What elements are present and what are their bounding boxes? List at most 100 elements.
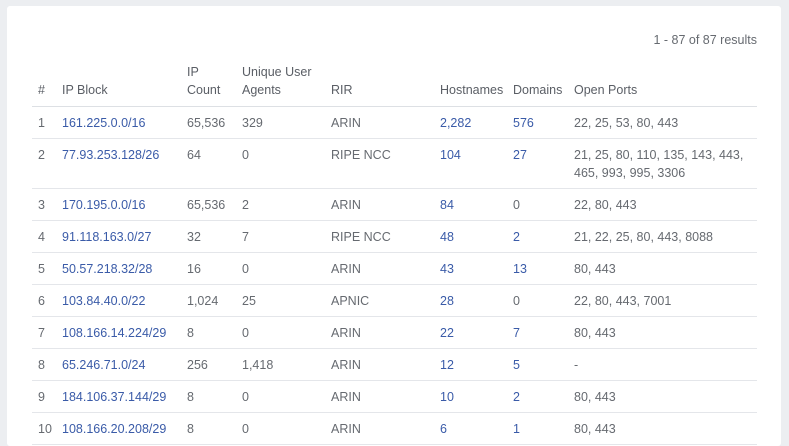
col-header-user-agents-line2: Agents	[242, 83, 281, 97]
table-row: 1 161.225.0.0/16 65,536 329 ARIN 2,282 5…	[32, 106, 757, 139]
ip-count: 65,536	[181, 106, 236, 139]
col-header-open-ports[interactable]: Open Ports	[568, 63, 757, 107]
rir: APNIC	[325, 284, 434, 317]
hostnames-link[interactable]: 2,282	[440, 116, 472, 130]
rir: ARIN	[325, 106, 434, 139]
ip-block-link[interactable]: 161.225.0.0/16	[62, 116, 146, 130]
row-num: 5	[32, 252, 56, 285]
hostnames-link[interactable]: 28	[440, 294, 454, 308]
ip-block-link[interactable]: 184.106.37.144/29	[62, 390, 167, 404]
rir: RIPE NCC	[325, 138, 434, 189]
hostnames-link[interactable]: 48	[440, 230, 454, 244]
ip-count: 8	[181, 316, 236, 349]
rir: ARIN	[325, 348, 434, 381]
open-ports: 22, 80, 443	[568, 188, 757, 221]
open-ports: 22, 80, 443, 7001	[568, 284, 757, 317]
col-header-ip-count-line2: Count	[187, 83, 221, 97]
open-ports: 80, 443	[568, 380, 757, 413]
user-agents-count: 0	[236, 138, 325, 189]
row-num: 4	[32, 220, 56, 253]
open-ports: 21, 22, 25, 80, 443, 8088	[568, 220, 757, 253]
row-num: 6	[32, 284, 56, 317]
table-row: 6 103.84.40.0/22 1,024 25 APNIC 28 0 22,…	[32, 284, 757, 317]
col-header-hostnames[interactable]: Hostnames	[434, 63, 507, 107]
ip-block-link[interactable]: 170.195.0.0/16	[62, 198, 146, 212]
rir: ARIN	[325, 252, 434, 285]
row-num: 8	[32, 348, 56, 381]
table-row: 2 77.93.253.128/26 64 0 RIPE NCC 104 27 …	[32, 138, 757, 189]
table-body: 1 161.225.0.0/16 65,536 329 ARIN 2,282 5…	[32, 106, 757, 445]
col-header-rir[interactable]: RIR	[325, 63, 434, 107]
ip-blocks-table: # IP Block IP Count Unique User Agents RIR…	[32, 63, 757, 445]
rir: ARIN	[325, 188, 434, 221]
open-ports: 21, 25, 80, 110, 135, 143, 443, 465, 993…	[568, 138, 757, 189]
user-agents-count: 7	[236, 220, 325, 253]
row-num: 9	[32, 380, 56, 413]
row-num: 2	[32, 138, 56, 189]
ip-count: 16	[181, 252, 236, 285]
col-header-user-agents-line1: Unique User	[242, 65, 312, 79]
col-header-num: #	[32, 63, 56, 107]
row-num: 7	[32, 316, 56, 349]
ip-block-link[interactable]: 108.166.14.224/29	[62, 326, 167, 340]
ip-count: 1,024	[181, 284, 236, 317]
open-ports: 22, 25, 53, 80, 443	[568, 106, 757, 139]
domains-link[interactable]: 576	[513, 116, 534, 130]
user-agents-count: 1,418	[236, 348, 325, 381]
ip-block-link[interactable]: 108.166.20.208/29	[62, 422, 167, 436]
hostnames-link[interactable]: 6	[440, 422, 447, 436]
ip-block-link[interactable]: 103.84.40.0/22	[62, 294, 146, 308]
user-agents-count: 2	[236, 188, 325, 221]
hostnames-link[interactable]: 22	[440, 326, 454, 340]
domains-count: 0	[507, 284, 568, 317]
table-row: 9 184.106.37.144/29 8 0 ARIN 10 2 80, 44…	[32, 380, 757, 413]
col-header-domains[interactable]: Domains	[507, 63, 568, 107]
table-header-row: # IP Block IP Count Unique User Agents RIR…	[32, 63, 757, 107]
ip-count: 64	[181, 138, 236, 189]
domains-link[interactable]: 13	[513, 262, 527, 276]
table-row: 8 65.246.71.0/24 256 1,418 ARIN 12 5 -	[32, 348, 757, 381]
hostnames-link[interactable]: 104	[440, 148, 461, 162]
ip-count: 32	[181, 220, 236, 253]
user-agents-count: 25	[236, 284, 325, 317]
domains-link[interactable]: 2	[513, 230, 520, 244]
ip-count: 8	[181, 380, 236, 413]
ip-count: 256	[181, 348, 236, 381]
col-header-ip-count[interactable]: IP Count	[181, 63, 236, 107]
hostnames-link[interactable]: 43	[440, 262, 454, 276]
user-agents-count: 0	[236, 316, 325, 349]
user-agents-count: 0	[236, 380, 325, 413]
ip-block-link[interactable]: 91.118.163.0/27	[62, 230, 152, 244]
domains-link[interactable]: 2	[513, 390, 520, 404]
hostnames-link[interactable]: 84	[440, 198, 454, 212]
col-header-ip-block[interactable]: IP Block	[56, 63, 181, 107]
user-agents-count: 0	[236, 252, 325, 285]
ip-count: 65,536	[181, 188, 236, 221]
open-ports: -	[568, 348, 757, 381]
rir: ARIN	[325, 380, 434, 413]
domains-link[interactable]: 5	[513, 358, 520, 372]
ip-block-link[interactable]: 50.57.218.32/28	[62, 262, 153, 276]
table-row: 4 91.118.163.0/27 32 7 RIPE NCC 48 2 21,…	[32, 220, 757, 253]
table-row: 7 108.166.14.224/29 8 0 ARIN 22 7 80, 44…	[32, 316, 757, 349]
rir: ARIN	[325, 316, 434, 349]
hostnames-link[interactable]: 12	[440, 358, 454, 372]
ip-block-link[interactable]: 65.246.71.0/24	[62, 358, 146, 372]
ip-block-link[interactable]: 77.93.253.128/26	[62, 148, 160, 162]
table-row: 5 50.57.218.32/28 16 0 ARIN 43 13 80, 44…	[32, 252, 757, 285]
domains-count: 0	[507, 188, 568, 221]
rir: RIPE NCC	[325, 220, 434, 253]
domains-link[interactable]: 1	[513, 422, 520, 436]
hostnames-link[interactable]: 10	[440, 390, 454, 404]
col-header-ip-count-line1: IP	[187, 65, 199, 79]
row-num: 1	[32, 106, 56, 139]
table-row: 3 170.195.0.0/16 65,536 2 ARIN 84 0 22, …	[32, 188, 757, 221]
user-agents-count: 329	[236, 106, 325, 139]
open-ports: 80, 443	[568, 316, 757, 349]
results-count: 1 - 87 of 87 results	[653, 33, 757, 47]
col-header-user-agents[interactable]: Unique User Agents	[236, 63, 325, 107]
domains-link[interactable]: 27	[513, 148, 527, 162]
results-card: 1 - 87 of 87 results # IP Block IP Count …	[7, 6, 781, 446]
domains-link[interactable]: 7	[513, 326, 520, 340]
row-num: 3	[32, 188, 56, 221]
